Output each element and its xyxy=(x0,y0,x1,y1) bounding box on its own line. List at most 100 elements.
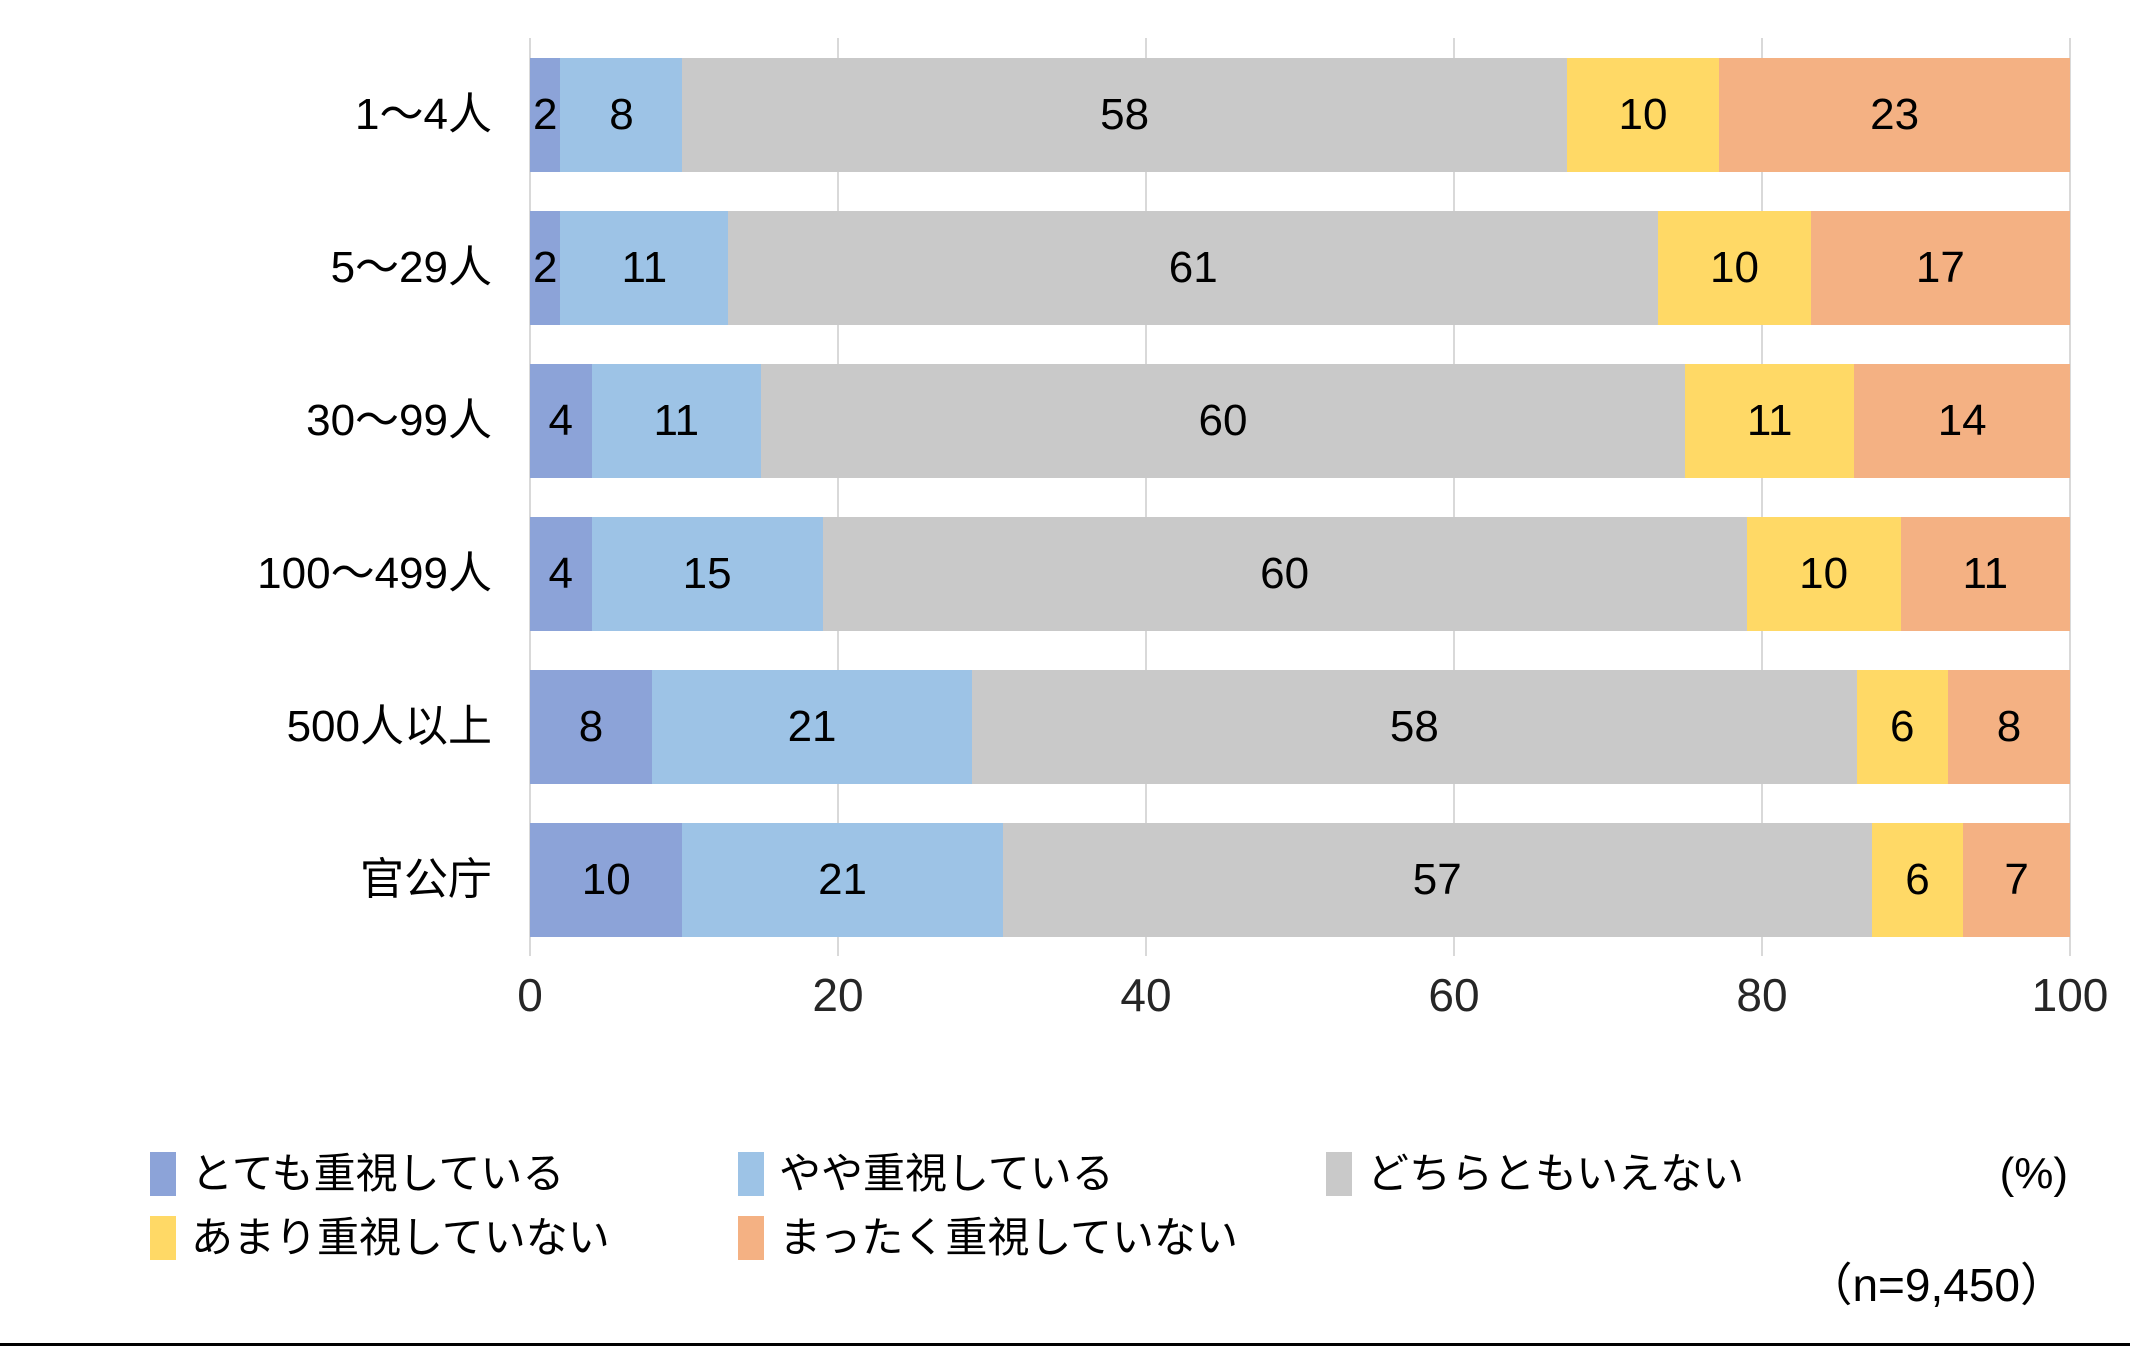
bar-segment: 4 xyxy=(530,363,592,478)
gridline xyxy=(837,38,839,956)
bar-value-label: 15 xyxy=(682,548,732,598)
legend-label: まったく重視していない xyxy=(779,1214,1239,1261)
chart-row: 500人以上 8 21 58 6 8 xyxy=(0,650,2130,803)
bar-value-label: 57 xyxy=(1412,854,1462,904)
bar-value-label: 58 xyxy=(1389,701,1439,751)
chart-row: 100〜499人 4 15 60 10 11 xyxy=(0,497,2130,650)
legend-item: まったく重視していない xyxy=(738,1210,1238,1266)
legend-label: あまり重視していない xyxy=(191,1214,610,1261)
stacked-bar: 2 11 61 10 17 xyxy=(530,210,2070,325)
bar-segment: 11 xyxy=(591,363,761,478)
x-tick-label: 20 xyxy=(812,969,864,1021)
bar-segment: 23 xyxy=(1719,57,2070,172)
x-tick-label: 80 xyxy=(1736,969,1788,1021)
bar-segment: 15 xyxy=(591,516,823,631)
legend-label: やや重視している xyxy=(779,1150,1114,1197)
legend-item: どちらともいえない xyxy=(1326,1146,1744,1202)
bar-value-label: 11 xyxy=(1746,395,1793,445)
chart-row: 官公庁 10 21 57 6 7 xyxy=(0,803,2130,956)
bar-segment: 8 xyxy=(1947,669,2070,784)
bar-value-label: 6 xyxy=(1890,701,1915,751)
bar-value-label: 23 xyxy=(1870,89,1920,139)
bar-segment: 21 xyxy=(682,822,1003,937)
legend-swatch xyxy=(738,1152,764,1196)
bar-segment: 10 xyxy=(1566,57,1720,172)
gridline xyxy=(1145,38,1147,956)
bar-value-label: 11 xyxy=(621,242,668,292)
bar-value-label: 2 xyxy=(533,242,558,292)
chart-row: 30〜99人 4 11 60 11 14 xyxy=(0,344,2130,497)
bar-segment: 8 xyxy=(530,669,652,784)
bar-segment: 11 xyxy=(1684,363,1855,478)
bar-segment: 10 xyxy=(1658,210,1811,325)
stacked-bar: 4 11 60 11 14 xyxy=(530,363,2070,478)
bar-value-label: 58 xyxy=(1100,89,1150,139)
legend-swatch xyxy=(1326,1152,1352,1196)
bar-value-label: 21 xyxy=(787,701,837,751)
bar-value-label: 10 xyxy=(581,854,631,904)
bar-segment: 58 xyxy=(972,669,1857,784)
bar-segment: 7 xyxy=(1963,822,2070,937)
x-tick-label: 40 xyxy=(1120,969,1172,1021)
stacked-bar: 4 15 60 10 11 xyxy=(530,516,2070,631)
bar-segment: 61 xyxy=(728,210,1659,325)
gridline xyxy=(529,38,531,956)
bar-segment: 10 xyxy=(1746,516,1901,631)
legend-swatch xyxy=(150,1216,176,1260)
gridline xyxy=(2069,38,2071,956)
bar-value-label: 4 xyxy=(548,395,574,445)
bar-segment: 14 xyxy=(1854,363,2070,478)
bar-value-label: 11 xyxy=(1962,548,2009,598)
category-label: 5〜29人 xyxy=(330,242,492,292)
sample-size-label: （n=9,450） xyxy=(1806,1259,2066,1311)
x-tick-label: 60 xyxy=(1428,969,1480,1021)
bar-segment: 60 xyxy=(822,516,1747,631)
bar-segment: 2 xyxy=(530,57,561,172)
bar-segment: 2 xyxy=(530,210,561,325)
bar-segment: 17 xyxy=(1810,210,2070,325)
bar-value-label: 60 xyxy=(1260,548,1310,598)
bar-value-label: 60 xyxy=(1198,395,1248,445)
legend-label: どちらともいえない xyxy=(1367,1150,1745,1197)
bar-segment: 11 xyxy=(1900,516,2070,631)
bar-segment: 57 xyxy=(1002,822,1872,937)
legend-item: とても重視している xyxy=(150,1146,564,1202)
bar-value-label: 6 xyxy=(1905,854,1930,904)
bar-segment: 4 xyxy=(530,516,592,631)
x-axis: 0 20 40 60 80 100 xyxy=(517,969,2108,1028)
bar-value-label: 61 xyxy=(1168,242,1218,292)
stacked-bar: 10 21 57 6 7 xyxy=(530,822,2070,937)
category-label: 1〜4人 xyxy=(355,89,492,139)
gridline xyxy=(1761,38,1763,956)
plot-rows: 1〜4人 2 8 58 10 23 5〜29人 2 11 61 10 17 30〜99人 4 11 60 11 1… xyxy=(0,38,2130,956)
bar-value-label: 10 xyxy=(1710,242,1759,292)
gridline xyxy=(1453,38,1455,956)
bar-segment: 8 xyxy=(560,57,683,172)
category-label: 30〜99人 xyxy=(306,395,492,445)
bar-value-label: 7 xyxy=(2004,854,2029,904)
x-tick-label: 0 xyxy=(517,969,543,1021)
bar-segment: 6 xyxy=(1871,822,1964,937)
bar-segment: 60 xyxy=(760,363,1685,478)
legend-swatch xyxy=(738,1216,764,1260)
bar-value-label: 17 xyxy=(1915,242,1965,292)
stacked-bar: 8 21 58 6 8 xyxy=(530,669,2070,784)
category-label: 官公庁 xyxy=(360,854,492,904)
bar-segment: 58 xyxy=(682,57,1567,172)
bar-value-label: 10 xyxy=(1799,548,1849,598)
chart-row: 5〜29人 2 11 61 10 17 xyxy=(0,191,2130,344)
x-tick-label: 100 xyxy=(2031,969,2109,1021)
bar-value-label: 2 xyxy=(533,89,558,139)
bar-value-label: 8 xyxy=(1996,701,2022,751)
bar-value-label: 14 xyxy=(1937,395,1987,445)
unit-label: (%) xyxy=(1999,1149,2068,1198)
legend-item: あまり重視していない xyxy=(150,1210,610,1266)
bar-value-label: 8 xyxy=(578,701,604,751)
bar-segment: 21 xyxy=(651,669,973,784)
bar-segment: 11 xyxy=(560,210,729,325)
stacked-bar: 2 8 58 10 23 xyxy=(530,57,2070,172)
category-label: 100〜499人 xyxy=(257,548,492,598)
bar-value-label: 10 xyxy=(1618,89,1668,139)
category-label: 500人以上 xyxy=(286,701,492,751)
